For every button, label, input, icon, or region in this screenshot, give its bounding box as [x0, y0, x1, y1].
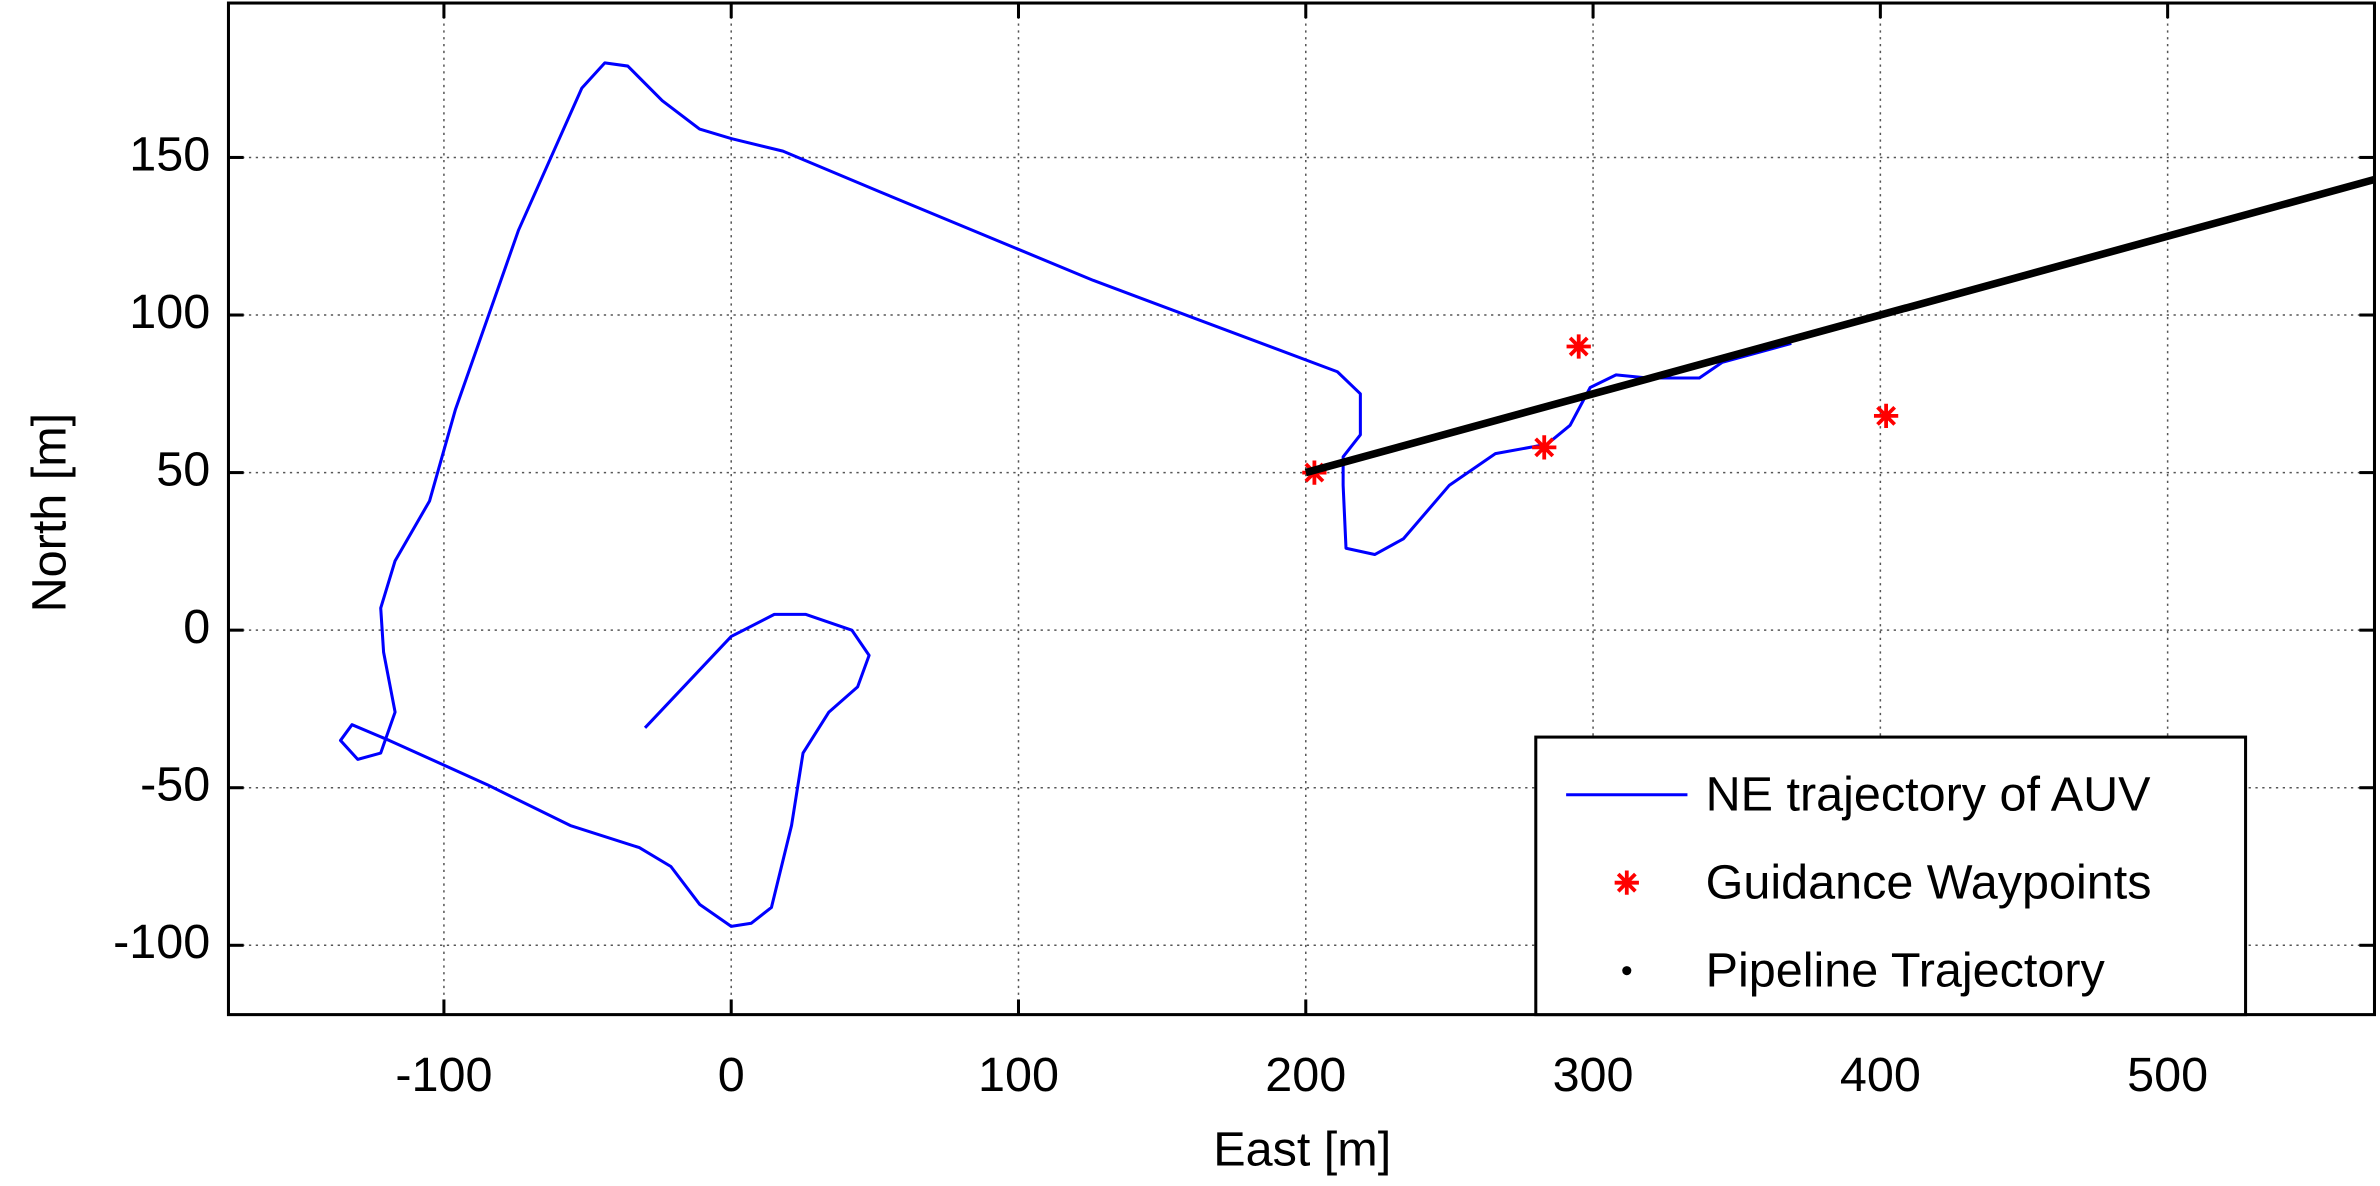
- waypoint-marker: [1614, 870, 1639, 895]
- y-tick-label: -100: [113, 915, 210, 969]
- legend-label: Pipeline Trajectory: [1706, 943, 2106, 997]
- legend-marker: [1622, 966, 1632, 976]
- series-line: [1304, 175, 2375, 477]
- legend-label: Guidance Waypoints: [1706, 856, 2152, 910]
- x-tick-label: 400: [1840, 1048, 1921, 1102]
- y-tick-label: -50: [140, 758, 210, 812]
- y-tick-label: 150: [129, 127, 210, 181]
- x-tick-label: 100: [978, 1048, 1059, 1102]
- y-tick-label: 0: [183, 600, 210, 654]
- x-axis-label: East [m]: [1213, 1122, 1391, 1176]
- legend-box: [1534, 735, 2248, 1017]
- legend-label: NE trajectory of AUV: [1706, 768, 2152, 822]
- waypoint-marker: [1873, 403, 1899, 428]
- series-line: [338, 61, 1792, 928]
- y-tick-label: 50: [156, 442, 210, 496]
- x-tick-label: 200: [1265, 1048, 1346, 1102]
- x-tick-label: 500: [2127, 1048, 2208, 1102]
- y-axis-label: North [m]: [22, 413, 76, 613]
- plot-frame: [226, 1, 2376, 1017]
- waypoint-marker: [1532, 435, 1557, 460]
- x-tick-label: 0: [718, 1048, 745, 1102]
- plot-area: [338, 61, 2375, 928]
- waypoint-marker: [1566, 334, 1591, 359]
- legend: NE trajectory of AUV Guidance Waypoints Pi…: [1534, 735, 2248, 1017]
- y-tick-label: 100: [129, 285, 210, 339]
- x-tick-label: 300: [1553, 1048, 1634, 1102]
- x-tick-label: -100: [395, 1048, 492, 1102]
